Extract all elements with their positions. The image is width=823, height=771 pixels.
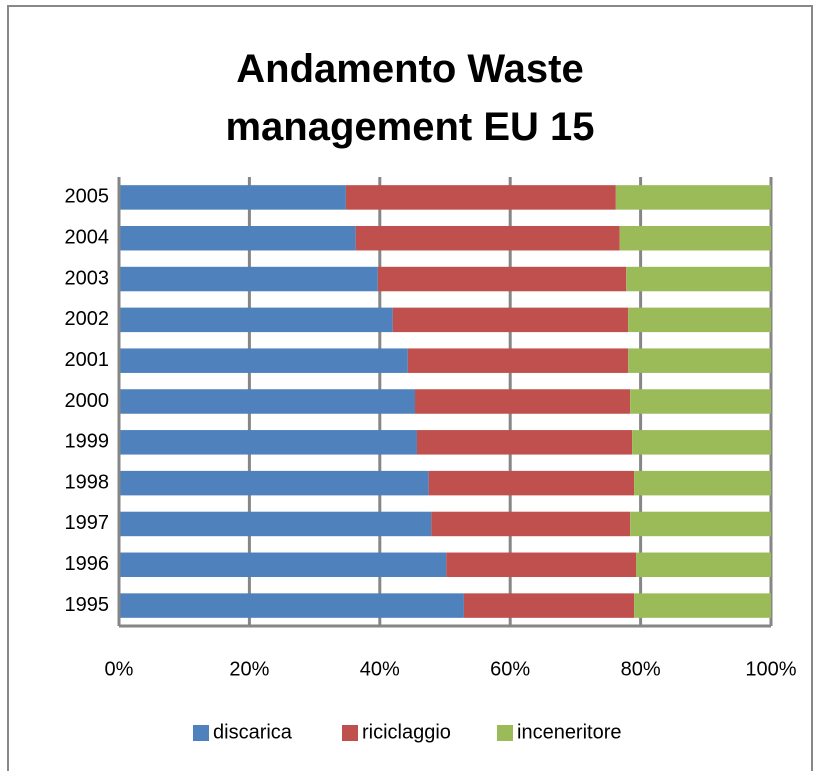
x-tick-label: 40% [360,658,400,680]
bar-segment [119,430,417,455]
bar-segment [345,185,616,210]
y-tick-label: 2005 [65,186,110,208]
bar-segment [463,593,635,618]
legend-label: riciclaggio [362,721,451,743]
bar-segment [634,470,771,496]
bar-segment [416,430,633,455]
bar-segment [431,511,631,537]
x-tick-label: 60% [490,658,530,680]
bar-segment [119,470,429,496]
x-tick-label: 80% [621,658,661,680]
bar-segment [119,389,416,414]
bar-segment [407,348,629,373]
bar-segment [119,511,432,537]
bar-segment [619,225,771,251]
y-tick-label: 1997 [65,512,110,534]
bar-segment [446,552,637,578]
legend-swatch [497,725,513,741]
bar-segment [626,266,771,292]
y-tick-label: 2000 [65,390,110,412]
bar-segment [392,307,629,333]
y-tick-label: 1996 [65,553,110,575]
bar-segment [615,185,771,210]
y-tick-label: 2001 [65,349,110,371]
bar-segment [355,225,620,251]
legend-label: discarica [213,721,293,743]
legend-swatch [193,725,209,741]
x-tick-label: 20% [229,658,269,680]
bar-segment [630,389,771,414]
bar-segment [632,430,771,455]
bar-segment [636,552,771,578]
legend-label: inceneritore [517,721,622,743]
x-tick-label: 100% [745,658,796,680]
chart-title: Andamento Waste management EU 15 [225,47,595,149]
bar-segment [119,552,447,578]
bar-segment [119,593,464,618]
y-tick-label: 2003 [65,267,110,289]
bar-segment [119,225,356,251]
bar-segment [119,266,378,292]
legend-swatch [342,725,358,741]
y-tick-label: 1999 [65,431,110,453]
bar-segment [628,307,771,333]
bar-segment [634,593,771,618]
bar-segment [119,185,346,210]
y-tick-label: 2004 [65,227,110,249]
y-tick-label: 1998 [65,471,110,493]
bar-segment [119,307,393,333]
bar-segment [377,266,627,292]
bar-segment [628,348,771,373]
x-tick-label: 0% [105,658,134,680]
chart-border [7,5,813,771]
bar-segment [630,511,771,537]
y-tick-label: 1995 [65,594,110,616]
y-tick-label: 2002 [65,308,110,330]
bar-segment [415,389,631,414]
bar-segment [428,470,635,496]
bar-segment [119,348,408,373]
